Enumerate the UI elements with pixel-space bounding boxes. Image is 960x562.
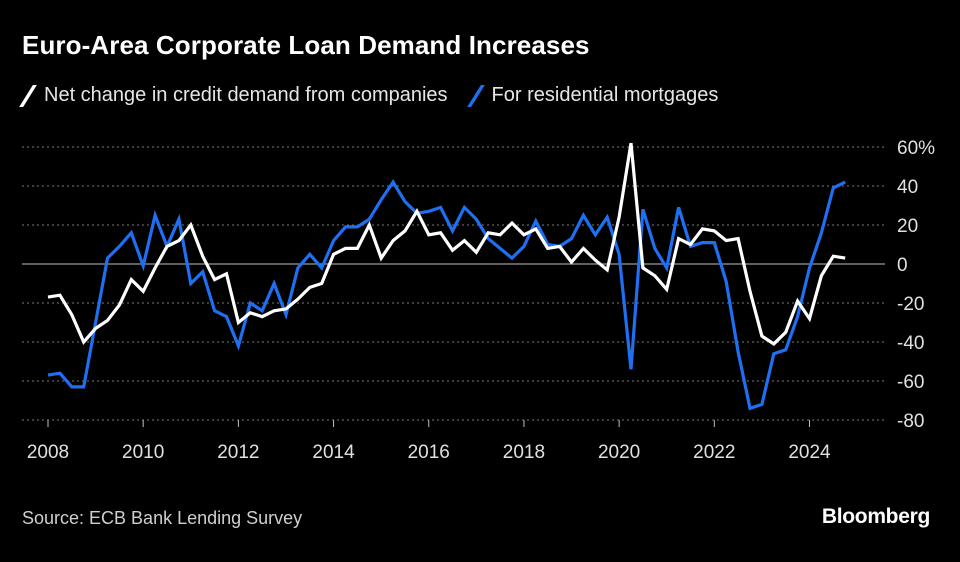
- y-axis-tick-labels: 60% 40 20 0 -20 -40 -60 -80: [897, 138, 935, 432]
- y-tick-label: 60%: [897, 138, 935, 159]
- x-tick-label: 2024: [788, 442, 831, 463]
- bloomberg-logo: Bloomberg: [821, 505, 930, 528]
- y-tick-label: -20: [897, 294, 924, 315]
- chart-title: Euro-Area Corporate Loan Demand Increase…: [22, 30, 590, 60]
- y-tick-label: -80: [897, 411, 924, 432]
- x-tick-label: 2008: [27, 442, 69, 463]
- y-tick-label: 40: [897, 177, 918, 198]
- y-tick-label: 20: [897, 216, 918, 237]
- y-tick-label: 0: [897, 255, 908, 276]
- x-tick-label: 2016: [408, 442, 450, 463]
- x-tick-label: 2014: [312, 442, 355, 463]
- series-line-companies: [47, 142, 846, 346]
- x-tick-label: 2018: [503, 442, 545, 463]
- legend-label-mortgages: For residential mortgages: [491, 84, 719, 106]
- series-lines: [47, 142, 846, 411]
- x-axis-tick-labels: 2008 2010 2012 2014 2016 2018 2020 2022 2024: [27, 420, 831, 463]
- y-tick-label: -40: [897, 333, 924, 354]
- source-note: Source: ECB Bank Lending Survey: [22, 508, 303, 528]
- legend-item-companies: Net change in credit demand from compani…: [19, 84, 448, 107]
- legend: Net change in credit demand from compani…: [19, 84, 740, 107]
- grid-lines: [22, 146, 885, 421]
- x-tick-label: 2012: [217, 442, 259, 463]
- y-tick-label: -60: [897, 372, 924, 393]
- series-line-mortgages: [47, 179, 846, 411]
- x-tick-label: 2022: [693, 442, 735, 463]
- x-tick-label: 2020: [598, 442, 640, 463]
- legend-item-mortgages: For residential mortgages: [466, 84, 719, 107]
- x-tick-label: 2010: [122, 442, 164, 463]
- legend-label-companies: Net change in credit demand from compani…: [44, 84, 448, 106]
